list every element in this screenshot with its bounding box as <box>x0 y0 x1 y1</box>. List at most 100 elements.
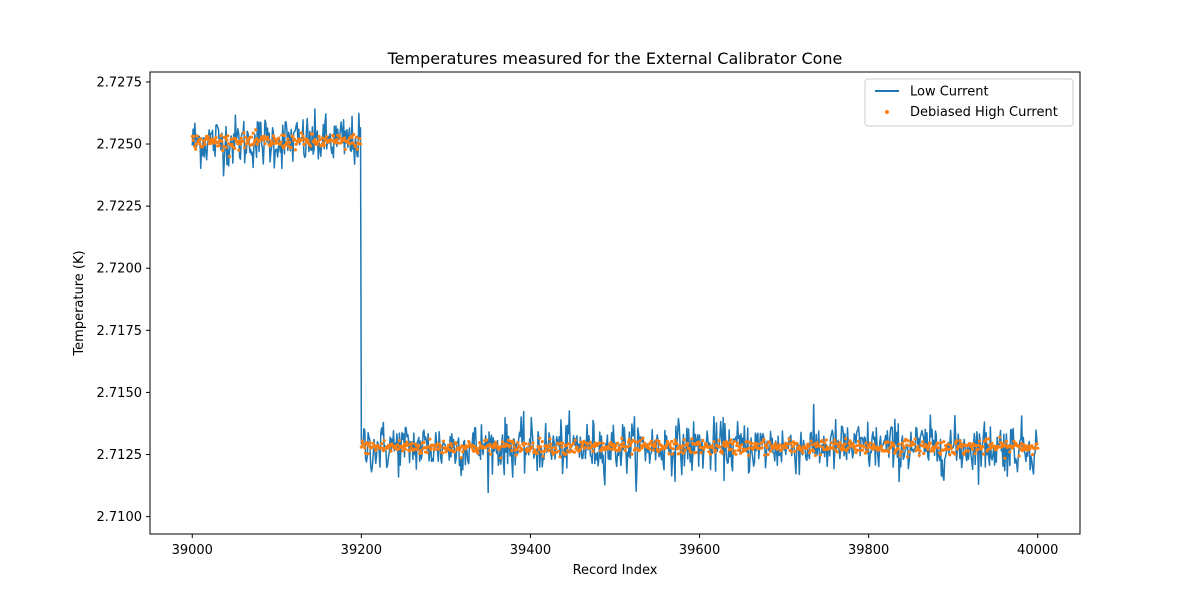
scatter-point <box>1026 444 1031 448</box>
scatter-point <box>582 440 586 444</box>
scatter-point <box>947 447 951 452</box>
scatter-point <box>861 448 865 452</box>
scatter-point <box>282 133 287 137</box>
scatter-point <box>833 438 837 442</box>
scatter-point <box>838 441 842 445</box>
scatter-point <box>525 449 529 454</box>
scatter-point <box>673 438 677 442</box>
scatter-point <box>450 444 454 448</box>
scatter-point <box>668 442 672 447</box>
scatter-point <box>195 134 199 138</box>
scatter-point <box>765 446 769 450</box>
scatter-point <box>904 437 908 441</box>
scatter-point <box>313 138 317 142</box>
scatter-point <box>893 451 897 455</box>
scatter-point <box>638 438 642 443</box>
scatter-point <box>907 450 911 454</box>
scatter-point <box>862 445 867 449</box>
scatter-point <box>937 446 941 450</box>
scatter-point <box>614 444 618 448</box>
scatter-point <box>194 142 199 146</box>
scatter-point <box>1018 444 1022 448</box>
scatter-point <box>193 144 197 149</box>
y-tick-label: 2.7275 <box>97 75 143 90</box>
scatter-point <box>649 439 653 443</box>
scatter-point <box>291 135 295 139</box>
x-tick-label: 40000 <box>1017 543 1058 558</box>
scatter-point <box>943 444 948 448</box>
scatter-point <box>243 146 247 150</box>
scatter-point <box>556 449 560 453</box>
scatter-point <box>317 134 321 139</box>
scatter-point <box>738 446 742 450</box>
scatter-point <box>720 451 724 455</box>
scatter-point <box>818 444 822 448</box>
scatter-point <box>567 450 571 454</box>
scatter-point <box>719 448 724 453</box>
scatter-point <box>671 447 675 451</box>
scatter-point <box>681 451 686 455</box>
scatter-point <box>793 449 797 453</box>
scatter-point <box>916 445 920 449</box>
scatter-point <box>224 145 228 149</box>
scatter-point <box>301 134 305 138</box>
scatter-point <box>225 138 229 142</box>
scatter-point <box>768 449 773 453</box>
scatter-point <box>694 450 698 455</box>
scatter-point <box>508 444 512 448</box>
scatter-point <box>401 449 405 453</box>
scatter-point <box>864 441 868 445</box>
x-tick-label: 39400 <box>510 543 551 558</box>
y-tick-label: 2.7175 <box>97 324 143 339</box>
scatter-point <box>346 139 350 143</box>
scatter-point <box>679 450 683 454</box>
scatter-point <box>510 449 514 453</box>
scatter-point <box>286 137 290 141</box>
scatter-point <box>243 135 248 139</box>
scatter-point <box>200 144 205 149</box>
scatter-point <box>790 445 795 449</box>
scatter-point <box>1008 450 1012 454</box>
scatter-point <box>287 140 292 144</box>
scatter-point <box>957 444 961 448</box>
scatter-point <box>897 442 901 446</box>
scatter-point <box>753 441 757 445</box>
scatter-point <box>315 142 319 146</box>
scatter-point <box>846 446 850 450</box>
scatter-point <box>255 142 259 146</box>
scatter-point <box>905 443 909 447</box>
scatter-point <box>449 441 453 446</box>
scatter-point <box>711 446 715 450</box>
scatter-point <box>955 447 960 451</box>
scatter-point <box>343 147 347 151</box>
scatter-point <box>448 448 452 453</box>
scatter-point <box>318 137 322 142</box>
scatter-point <box>818 453 823 457</box>
scatter-point <box>865 449 869 453</box>
scatter-point <box>779 448 784 452</box>
scatter-point <box>591 449 595 453</box>
scatter-point <box>537 447 541 452</box>
scatter-point <box>760 446 764 450</box>
scatter-point <box>675 441 679 446</box>
scatter-point <box>564 452 568 456</box>
scatter-point <box>993 444 997 448</box>
scatter-point <box>900 450 904 454</box>
scatter-point <box>789 441 793 445</box>
scatter-point <box>854 450 858 455</box>
scatter-point <box>402 445 406 449</box>
scatter-point <box>546 445 550 449</box>
scatter-point <box>621 441 626 445</box>
scatter-point <box>214 135 218 140</box>
scatter-point <box>946 442 950 446</box>
chart-title: Temperatures measured for the External C… <box>387 49 843 68</box>
scatter-point <box>294 142 298 146</box>
scatter-point <box>675 447 680 451</box>
scatter-point <box>444 450 448 454</box>
scatter-point <box>572 450 577 454</box>
scatter-point <box>982 452 986 456</box>
legend-dot-swatch <box>885 110 889 114</box>
scatter-point <box>478 441 482 445</box>
scatter-point <box>387 445 391 450</box>
scatter-point <box>428 437 432 441</box>
